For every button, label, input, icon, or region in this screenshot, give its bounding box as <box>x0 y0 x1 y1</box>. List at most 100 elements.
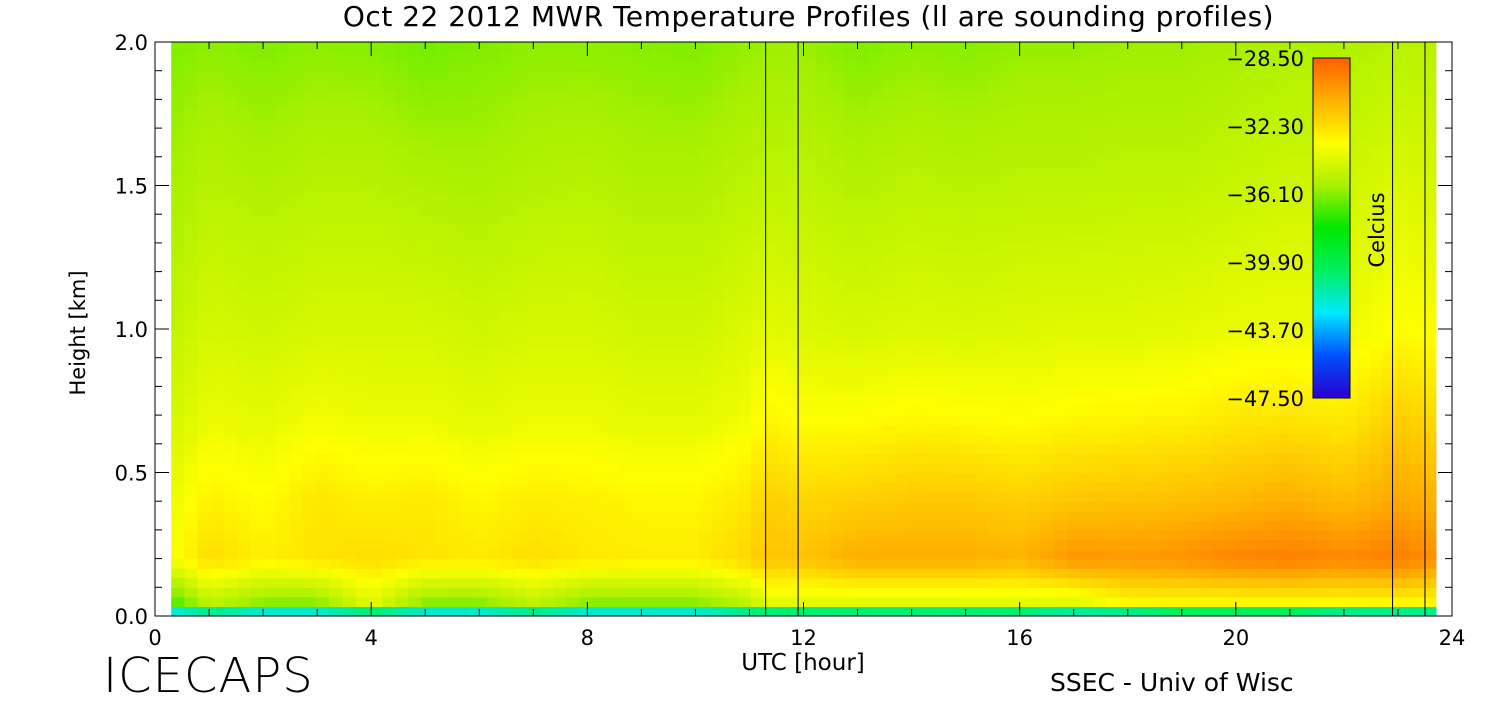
heatmap-cell <box>211 243 225 253</box>
heatmap-cell <box>593 453 607 463</box>
heatmap-cell <box>777 214 791 224</box>
heatmap-cell <box>395 377 409 387</box>
heatmap-cell <box>698 358 712 368</box>
heatmap-cell <box>382 549 396 559</box>
heatmap-cell <box>1080 578 1094 588</box>
heatmap-cell <box>804 138 818 148</box>
heatmap-cell <box>685 214 699 224</box>
heatmap-cell <box>962 319 976 329</box>
heatmap-cell <box>724 252 738 262</box>
heatmap-cell <box>435 578 449 588</box>
heatmap-cell <box>790 463 804 473</box>
heatmap-cell <box>263 578 277 588</box>
heatmap-cell <box>711 434 725 444</box>
heatmap-cell <box>724 224 738 234</box>
heatmap-cell <box>382 568 396 578</box>
heatmap-cell <box>342 262 356 272</box>
heatmap-cell <box>1080 205 1094 215</box>
heatmap-cell <box>817 186 831 196</box>
heatmap-cell <box>685 262 699 272</box>
heatmap-cell <box>382 501 396 511</box>
heatmap-cell <box>711 176 725 186</box>
heatmap-cell <box>1225 415 1239 425</box>
heatmap-cell <box>408 511 422 521</box>
heatmap-cell <box>1133 587 1147 597</box>
heatmap-cell <box>395 138 409 148</box>
heatmap-cell <box>1212 425 1226 435</box>
heatmap-cell <box>1001 358 1015 368</box>
heatmap-cell <box>356 396 370 406</box>
heatmap-cell <box>1396 492 1410 502</box>
heatmap-cell <box>869 205 883 215</box>
heatmap-cell <box>804 262 818 272</box>
heatmap-cell <box>1093 138 1107 148</box>
heatmap-cell <box>1159 138 1173 148</box>
heatmap-cell <box>1146 128 1160 138</box>
heatmap-cell <box>566 501 580 511</box>
heatmap-cell <box>487 166 501 176</box>
heatmap-cell <box>435 377 449 387</box>
heatmap-cell <box>1080 339 1094 349</box>
heatmap-cell <box>685 367 699 377</box>
heatmap-cell <box>1278 453 1292 463</box>
heatmap-cell <box>883 501 897 511</box>
heatmap-cell <box>790 406 804 416</box>
heatmap-cell <box>184 463 198 473</box>
heatmap-cell <box>527 492 541 502</box>
heatmap-cell <box>909 166 923 176</box>
heatmap-cell <box>790 358 804 368</box>
heatmap-cell <box>580 147 594 157</box>
heatmap-cell <box>962 453 976 463</box>
heatmap-cell <box>817 511 831 521</box>
heatmap-cell <box>1212 578 1226 588</box>
heatmap-cell <box>1199 186 1213 196</box>
heatmap-cell <box>237 396 251 406</box>
heatmap-cell <box>1212 281 1226 291</box>
heatmap-cell <box>1080 415 1094 425</box>
heatmap-cell <box>724 396 738 406</box>
heatmap-cell <box>1014 205 1028 215</box>
heatmap-cell <box>1093 195 1107 205</box>
heatmap-cell <box>922 473 936 483</box>
heatmap-cell <box>1212 166 1226 176</box>
heatmap-cell <box>962 597 976 607</box>
heatmap-cell <box>659 195 673 205</box>
heatmap-cell <box>1159 539 1173 549</box>
heatmap-cell <box>501 300 515 310</box>
heatmap-cell <box>1054 233 1068 243</box>
heatmap-cell <box>474 549 488 559</box>
heatmap-cell <box>369 453 383 463</box>
heatmap-cell <box>408 138 422 148</box>
heatmap-cell <box>540 386 554 396</box>
heatmap-cell <box>421 358 435 368</box>
heatmap-cell <box>1278 300 1292 310</box>
heatmap-cell <box>211 300 225 310</box>
heatmap-cell <box>237 119 251 129</box>
heatmap-cell <box>830 463 844 473</box>
heatmap-cell <box>1041 252 1055 262</box>
heatmap-cell <box>553 434 567 444</box>
heatmap-cell <box>777 157 791 167</box>
heatmap-cell <box>751 559 765 569</box>
heatmap-cell <box>263 559 277 569</box>
heatmap-cell <box>263 224 277 234</box>
heatmap-cell <box>1212 559 1226 569</box>
heatmap-cell <box>724 444 738 454</box>
heatmap-cell <box>830 291 844 301</box>
heatmap-cell <box>1120 233 1134 243</box>
heatmap-cell <box>342 138 356 148</box>
heatmap-cell <box>1344 530 1358 540</box>
heatmap-cell <box>883 281 897 291</box>
heatmap-cell <box>1251 492 1265 502</box>
heatmap-cell <box>724 587 738 597</box>
heatmap-cell <box>685 396 699 406</box>
heatmap-cell <box>1238 300 1252 310</box>
heatmap-cell <box>711 119 725 129</box>
heatmap-cell <box>1120 176 1134 186</box>
heatmap-cell <box>290 434 304 444</box>
heatmap-cell <box>290 214 304 224</box>
heatmap-cell <box>1409 453 1423 463</box>
heatmap-cell <box>948 272 962 282</box>
heatmap-cell <box>171 300 185 310</box>
heatmap-cell <box>1212 587 1226 597</box>
